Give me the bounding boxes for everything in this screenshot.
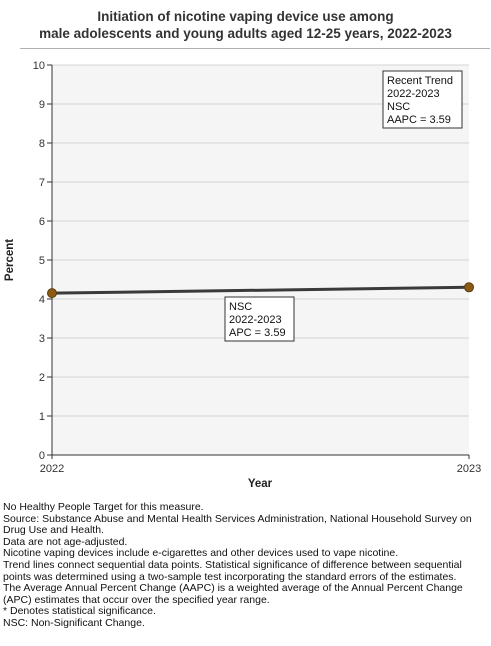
x-tick-labels: 2022 2023	[40, 463, 481, 475]
segment-line-1: NSC	[229, 301, 252, 313]
series-line	[51, 285, 470, 295]
y-tick-label: 3	[39, 333, 45, 345]
recent-trend-box-frame	[382, 70, 463, 129]
footnote: NSC: Non-Significant Change.	[3, 616, 145, 629]
line-chart: 0 1 2 3 4 5 6 7 8 9 10 2022 2023 Year Percent Recen…	[4, 60, 481, 490]
chart-title: Initiation of nicotine vaping device use…	[0, 8, 491, 42]
footnote: * Denotes statistical significance.	[3, 605, 156, 618]
y-tick-label: 0	[39, 450, 45, 462]
y-axis-title: Percent	[4, 239, 16, 281]
y-tick-label: 7	[39, 177, 45, 189]
chart-title-line-1: Initiation of nicotine vaping device use…	[97, 9, 394, 24]
y-tick-label: 8	[39, 138, 45, 150]
y-tick-label: 1	[39, 411, 45, 423]
footnote: Data are not age-adjusted.	[3, 535, 128, 548]
footnote: Nicotine vaping devices include e-cigare…	[3, 547, 399, 560]
recent-trend-line-1: Recent Trend	[387, 75, 453, 87]
x-axis-title: Year	[248, 478, 273, 490]
y-tick-label: 5	[39, 255, 45, 267]
segment-line-2: 2022-2023	[229, 314, 282, 326]
y-tick-label: 6	[39, 216, 45, 228]
data-point	[47, 288, 57, 299]
axes	[47, 64, 470, 459]
y-tick-label: 4	[39, 294, 45, 306]
y-tick-label: 2	[39, 372, 45, 384]
data-point	[464, 282, 474, 293]
footnote: Source: Substance Abuse and Mental Healt…	[3, 512, 472, 537]
x-tick-label: 2022	[40, 463, 64, 475]
segment-box-frame	[224, 296, 295, 342]
footnote: Trend lines connect sequential data poin…	[3, 558, 462, 583]
recent-trend-box: Recent Trend 2022-2023 NSC AAPC = 3.59	[382, 70, 463, 129]
footnote: The Average Annual Percent Change (AAPC)…	[3, 582, 463, 606]
recent-trend-line-2: 2022-2023	[387, 88, 440, 100]
y-tick-labels: 0 1 2 3 4 5 6 7 8 9 10	[33, 60, 45, 462]
footnote: No Healthy People Target for this measur…	[3, 501, 204, 513]
x-tick-label: 2023	[457, 463, 481, 475]
recent-trend-line-3: NSC	[387, 101, 410, 113]
footnotes: No Healthy People Target for this measur…	[3, 501, 489, 630]
recent-trend-line-4: AAPC = 3.59	[387, 114, 451, 126]
y-tick-label: 10	[33, 60, 45, 72]
y-tick-label: 9	[39, 99, 45, 111]
segment-box: NSC 2022-2023 APC = 3.59	[224, 296, 295, 342]
title-divider	[20, 48, 490, 49]
series-layer	[47, 282, 474, 299]
chart-title-line-2: male adolescents and young adults aged 1…	[39, 26, 452, 41]
segment-line-3: APC = 3.59	[229, 327, 286, 339]
